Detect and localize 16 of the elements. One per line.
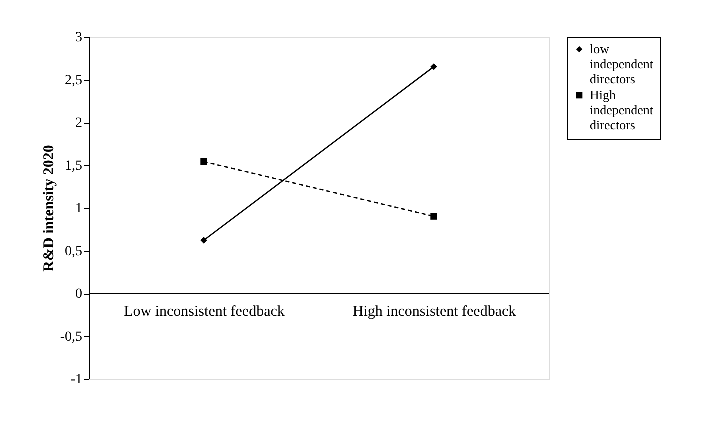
- y-tick-label: 3: [76, 30, 82, 46]
- y-tick-label: 0: [76, 287, 82, 302]
- point: [430, 213, 438, 220]
- y-tick-label: 0,5: [65, 244, 82, 260]
- y-tick-label: -1: [70, 372, 82, 388]
- y-tick-label: 1,5: [65, 158, 82, 174]
- point: [200, 158, 208, 166]
- y-tick-label: 1: [76, 202, 82, 216]
- x-tick-label: Low inconsistent feedback: [124, 304, 286, 320]
- y-tick-label: 2,5: [65, 73, 82, 88]
- y-tick-label: -0,5: [60, 330, 82, 345]
- y-axis-title: R&D intensity 2020: [41, 145, 58, 272]
- legend-label: High independent directors: [590, 88, 654, 132]
- legend-label: low independent directors: [590, 42, 654, 86]
- x-tick-label: High inconsistent feedback: [352, 304, 517, 320]
- y-tick-label: 2: [76, 116, 82, 131]
